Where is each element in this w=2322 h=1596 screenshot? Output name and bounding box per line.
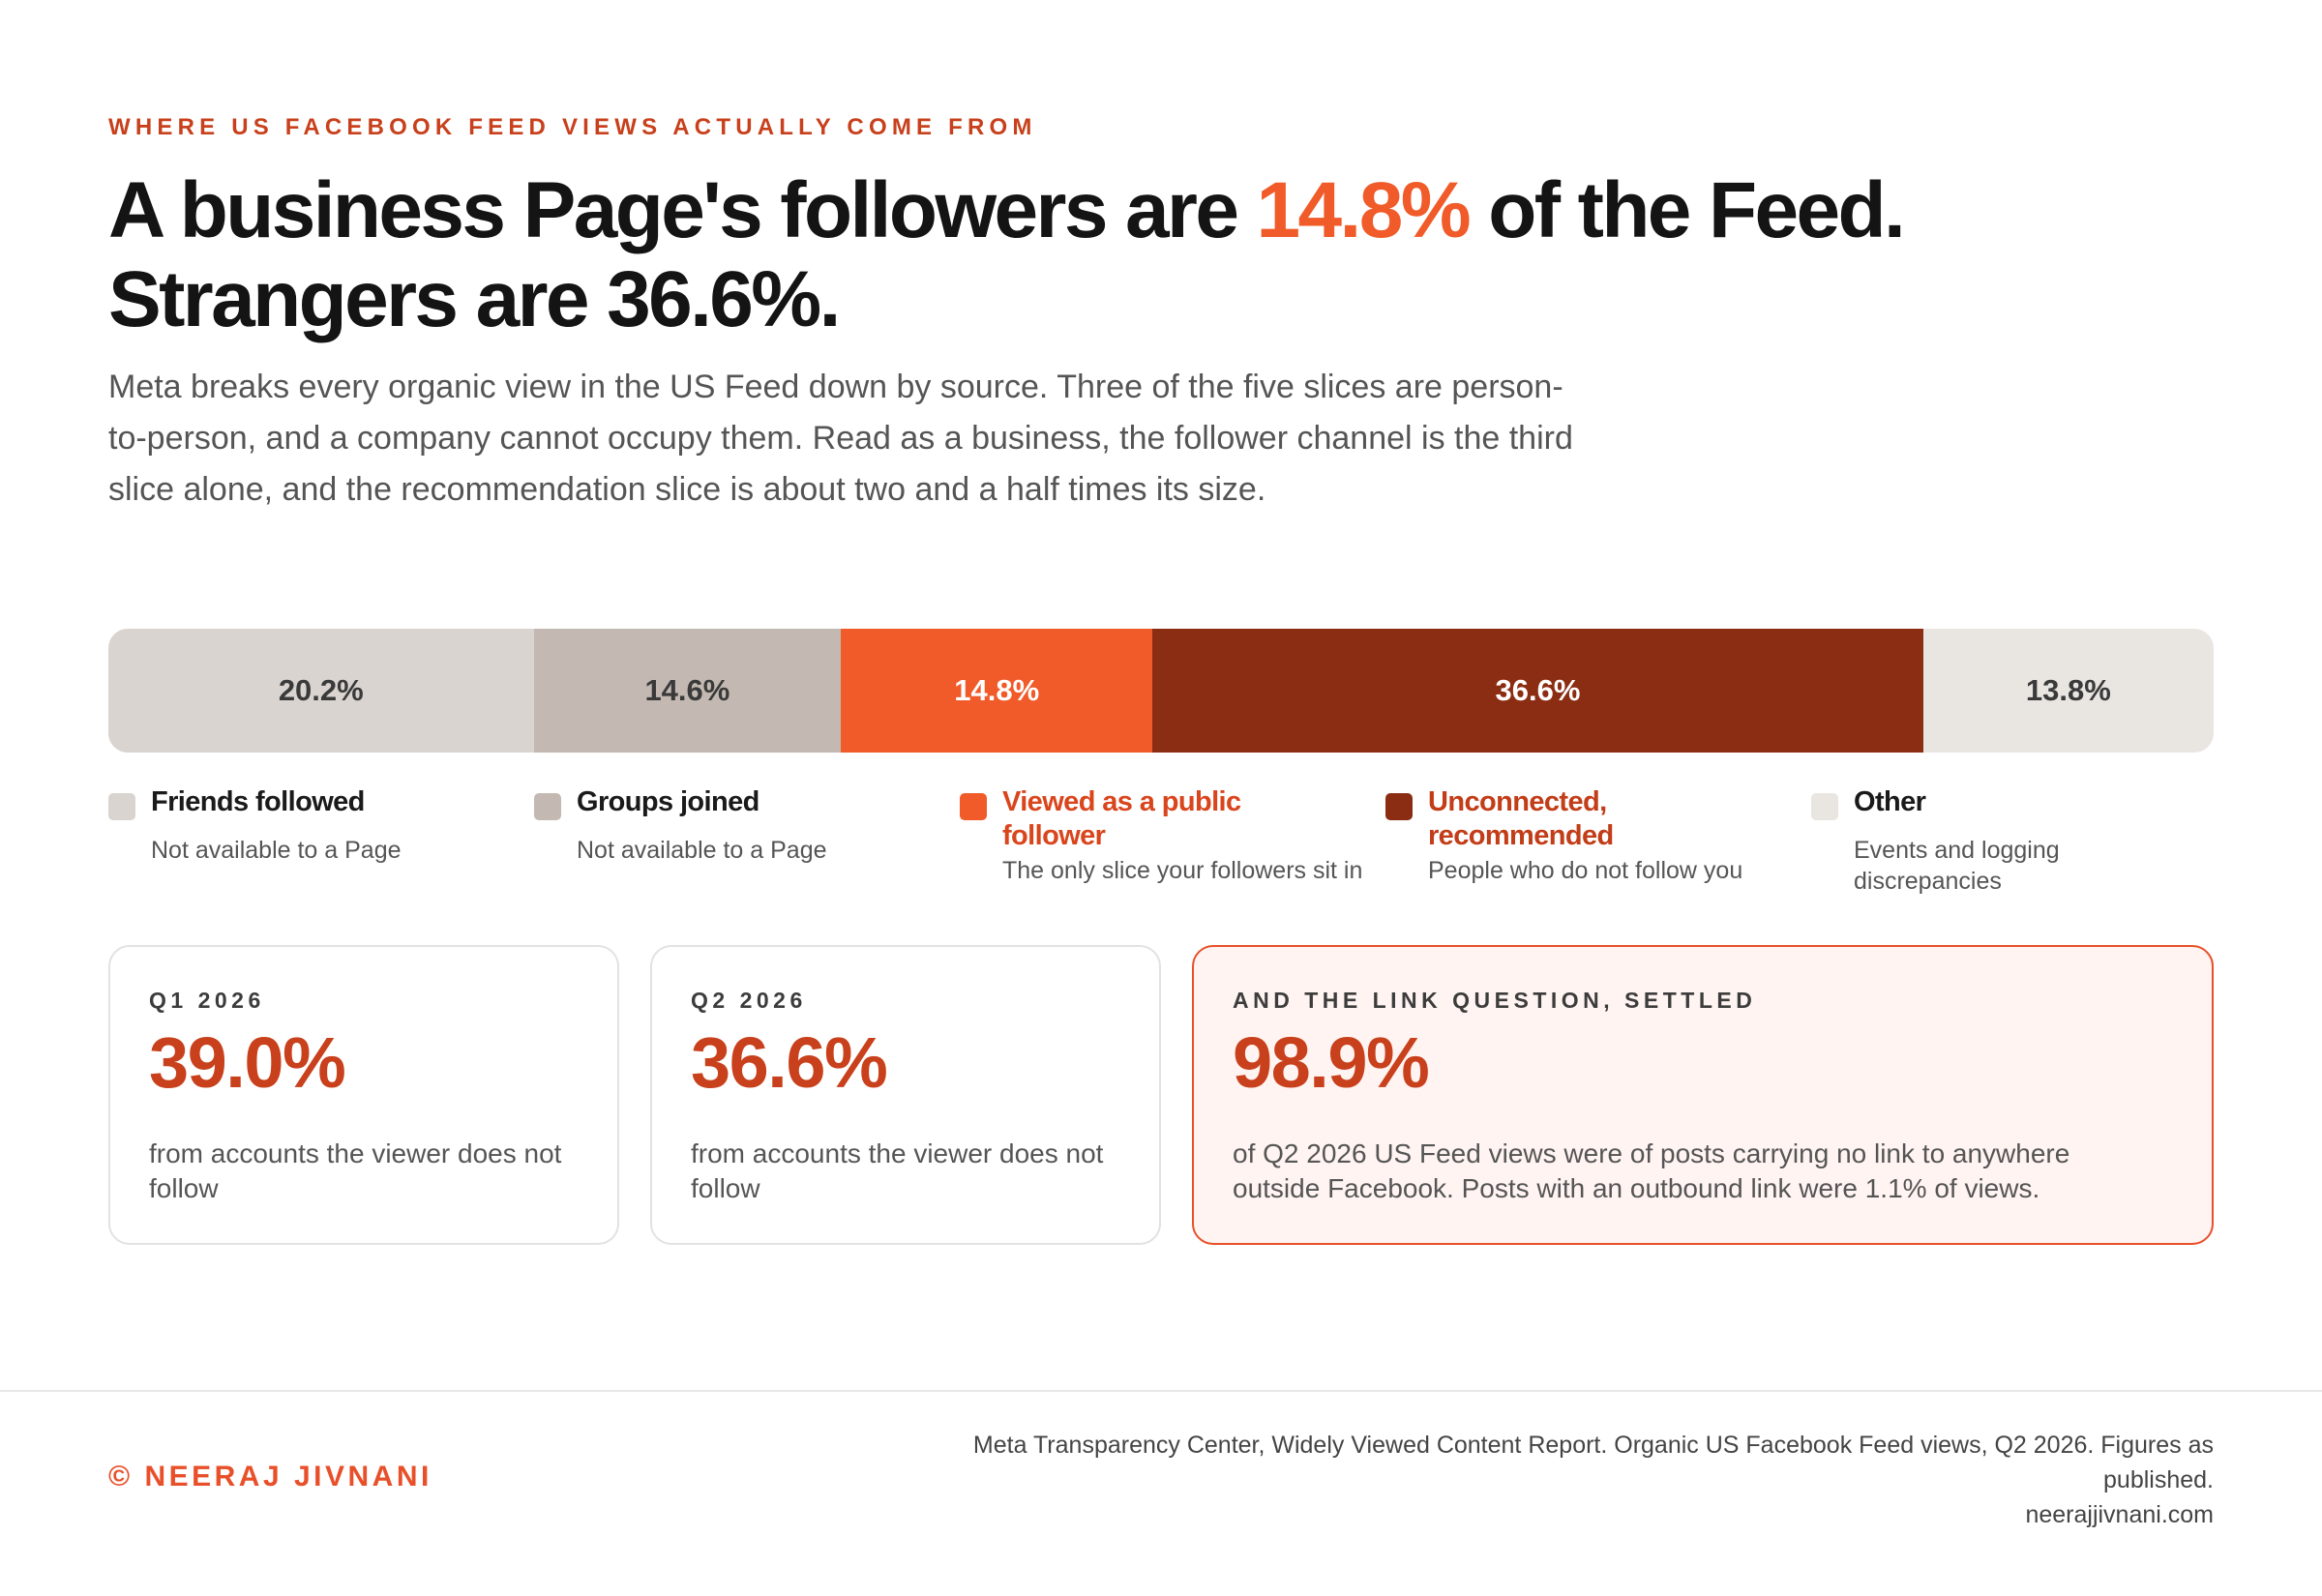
- stat-card-q2: Q2 2026 36.6% from accounts the viewer d…: [650, 945, 1161, 1245]
- legend-swatch: [1811, 793, 1838, 820]
- stat-card-link-question: AND THE LINK QUESTION, SETTLED 98.9% of …: [1192, 945, 2214, 1245]
- kicker: WHERE US FACEBOOK FEED VIEWS ACTUALLY CO…: [108, 114, 1037, 140]
- stat-card-label: Q1 2026: [149, 988, 265, 1013]
- legend-note: Not available to a Page: [151, 837, 402, 864]
- legend-swatch: [1385, 793, 1413, 820]
- bar-segment-label: 20.2%: [278, 673, 364, 707]
- stat-card-q1: Q1 2026 39.0% from accounts the viewer d…: [108, 945, 619, 1245]
- bar-segment-4: 36.6%: [1152, 629, 1923, 753]
- headline-part-1: A business Page's followers are: [108, 166, 1257, 254]
- source-url: neerajjivnani.com: [2025, 1501, 2214, 1528]
- legend-note: People who do not follow you: [1428, 857, 1743, 884]
- stat-card-value: 39.0%: [149, 1022, 346, 1103]
- stacked-bar-chart: 20.2% 14.6% 14.8% 36.6% 13.8%: [108, 629, 2214, 753]
- headline: A business Page's followers are 14.8% of…: [108, 166, 2237, 344]
- legend-swatch: [960, 793, 987, 820]
- legend-title: Friends followed: [151, 786, 365, 817]
- legend-title: Groups joined: [577, 786, 759, 817]
- headline-highlight: 14.8%: [1256, 166, 1472, 254]
- stat-card-description: of Q2 2026 US Feed views were of posts c…: [1233, 1138, 2070, 1203]
- bar-segment-5: 13.8%: [1922, 629, 2214, 753]
- legend-swatch: [534, 793, 561, 820]
- legend-title: Other: [1854, 786, 1926, 817]
- legend-title: Viewed as a public follower: [1002, 786, 1241, 851]
- legend-note: The only slice your followers sit in: [1002, 857, 1363, 884]
- legend-title: Unconnected, recommended: [1428, 786, 1614, 851]
- bar-segment-label: 14.6%: [644, 673, 730, 707]
- bar-segment-2: 14.6%: [533, 629, 842, 753]
- source-note: Meta Transparency Center, Widely Viewed …: [937, 1428, 2214, 1532]
- headline-part-2: of the Feed. Strangers are 36.6%.: [108, 166, 1906, 343]
- chart-legend: Friends followed Not available to a Page G…: [108, 785, 2214, 895]
- stat-card-description: from accounts the viewer does not follow: [149, 1138, 562, 1203]
- dek: Meta breaks every organic view in the US…: [108, 369, 1573, 508]
- brand-credit: © NEERAJ JIVNANI: [108, 1461, 432, 1493]
- stat-card-label: AND THE LINK QUESTION, SETTLED: [1233, 988, 1757, 1013]
- legend-note: Not available to a Page: [577, 837, 827, 864]
- bar-segment-label: 13.8%: [2025, 673, 2111, 707]
- bar-segment-1: 20.2%: [108, 629, 534, 753]
- stat-card-value: 36.6%: [691, 1022, 888, 1103]
- stat-card-label: Q2 2026: [691, 988, 807, 1013]
- footer-divider: [0, 1390, 2322, 1392]
- bar-segment-label: 14.8%: [954, 673, 1040, 707]
- bar-segment-3: 14.8%: [841, 629, 1153, 753]
- legend-swatch: [108, 793, 135, 820]
- stat-card-description: from accounts the viewer does not follow: [691, 1138, 1104, 1203]
- source-text: Meta Transparency Center, Widely Viewed …: [972, 1432, 2214, 1493]
- legend-note: Events and logging discrepancies: [1854, 837, 2060, 895]
- stat-card-value: 98.9%: [1233, 1022, 1430, 1103]
- bar-segment-label: 36.6%: [1495, 673, 1581, 707]
